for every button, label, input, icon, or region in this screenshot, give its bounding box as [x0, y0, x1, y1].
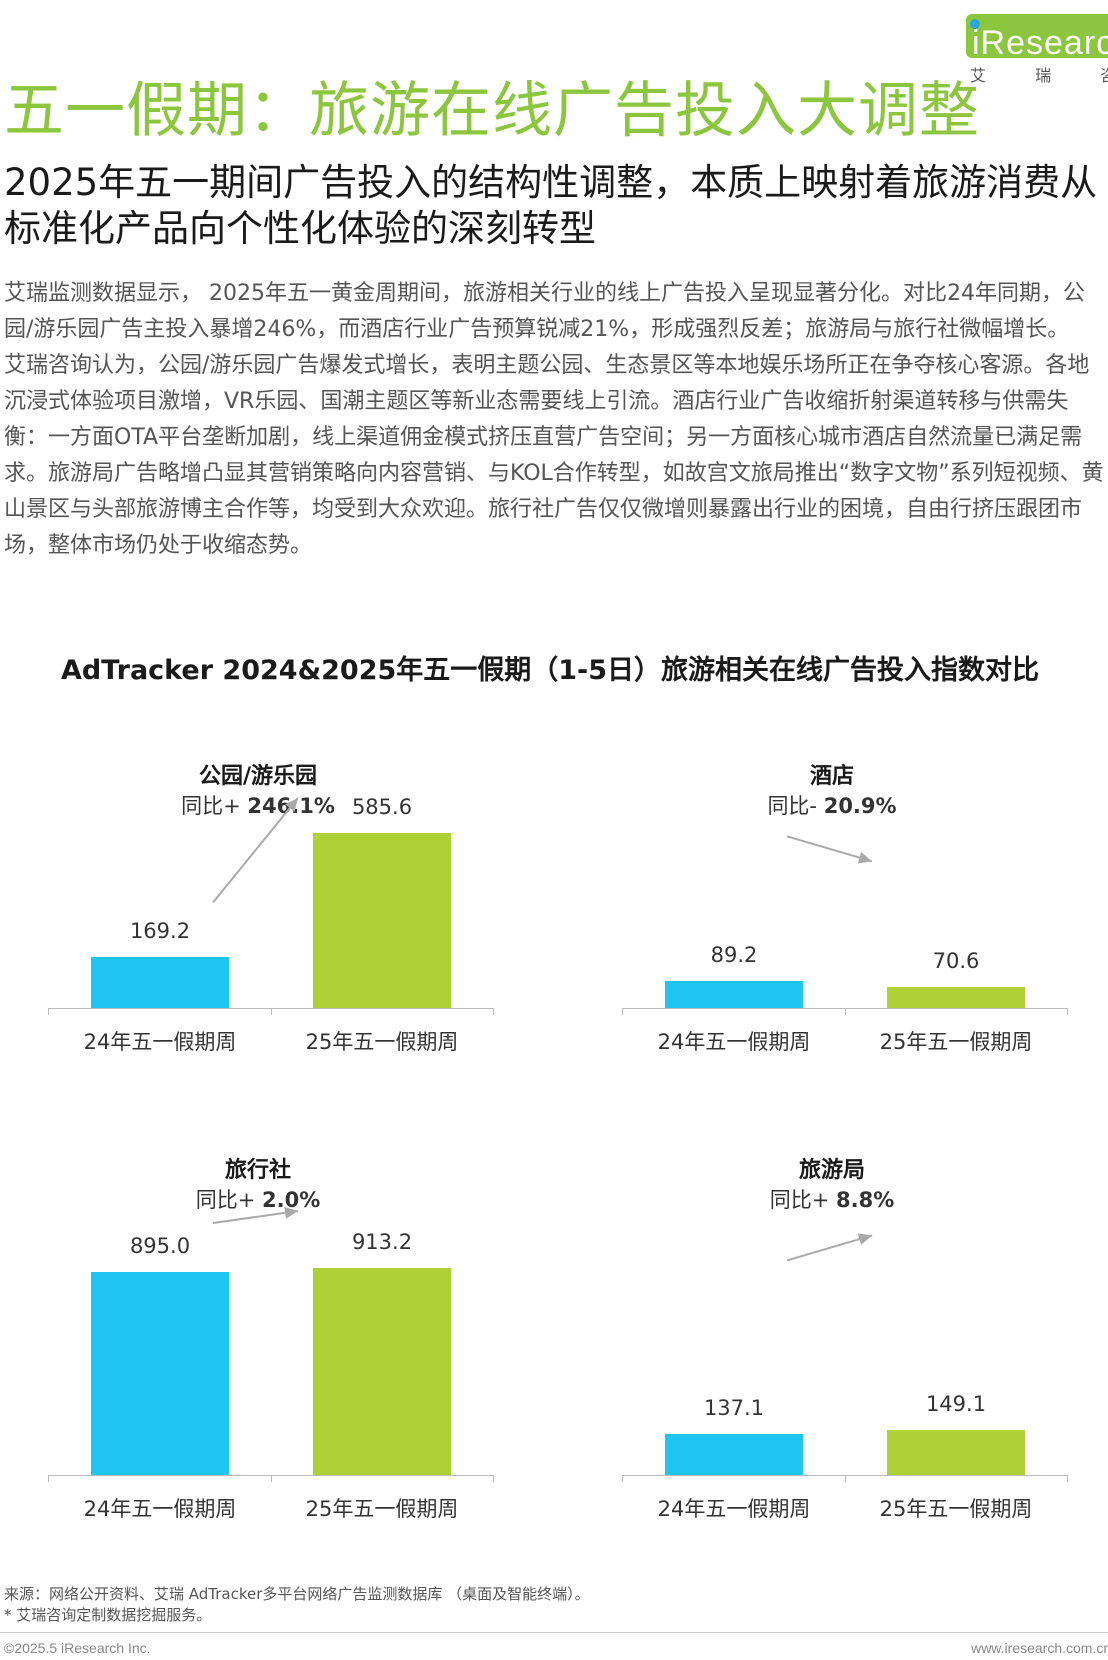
chart-series-title: 旅游局 — [798, 1158, 865, 1183]
source-note: 来源：网络公开资料、艾瑞 AdTracker多平台网络广告监测数据库 （桌面及智… — [4, 1584, 590, 1626]
x-tick-label: 24年五一假期周 — [83, 1497, 237, 1521]
axis-tick — [48, 1475, 49, 1482]
data-label: 89.2 — [710, 943, 758, 968]
page-title: 五一假期：旅游在线广告投入大调整 — [4, 76, 980, 146]
bar-2024 — [665, 1434, 803, 1475]
chart-series-title: 旅行社 — [224, 1158, 291, 1183]
x-tick-label: 25年五一假期周 — [879, 1497, 1033, 1521]
axis-tick — [1067, 1475, 1068, 1482]
axis-tick — [1067, 1008, 1068, 1015]
website-link[interactable]: www.iresearch.com.cr — [971, 1640, 1108, 1656]
chart-growth-label: 同比+ 2.0% — [58, 1184, 458, 1214]
trend-arrow-line — [786, 835, 873, 863]
x-tick-label: 24年五一假期周 — [83, 1030, 237, 1054]
logo-subtext: 艾 瑞 咨 — [970, 66, 1108, 85]
growth-value: 8.8% — [836, 1188, 895, 1212]
logo-text: iResearch — [972, 24, 1108, 62]
data-label: 137.1 — [703, 1396, 765, 1421]
trend-arrow-line — [786, 1234, 873, 1262]
growth-prefix: 同比+ — [195, 1188, 263, 1212]
trend-arrow-head — [857, 1233, 872, 1245]
bar-2024 — [91, 957, 229, 1008]
growth-prefix: 同比- — [767, 794, 824, 818]
bar-2025 — [887, 1430, 1025, 1475]
axis-tick — [270, 1475, 272, 1482]
data-label: 169.2 — [129, 919, 191, 944]
data-label: 585.6 — [351, 795, 413, 819]
growth-value: 2.0% — [262, 1188, 321, 1212]
data-label: 149.1 — [925, 1392, 987, 1417]
axis-tick — [48, 1008, 49, 1015]
iresearch-logo: iResearch 艾 瑞 咨 — [966, 6, 1108, 86]
bar-2025 — [313, 833, 451, 1008]
page-subtitle: 2025年五一期间广告投入的结构性调整，本质上映射着旅游消费从标准化产品向个性化… — [4, 161, 1098, 250]
data-label: 913.2 — [351, 1230, 413, 1254]
bar-2025 — [887, 986, 1025, 1008]
x-tick-label: 25年五一假期周 — [305, 1497, 459, 1521]
axis-tick — [622, 1008, 623, 1015]
logo-badge: iResearch — [966, 14, 1108, 62]
chart-growth-label: 同比- 20.9% — [632, 790, 1032, 820]
trend-arrow-head — [857, 851, 872, 864]
axis-tick — [270, 1008, 272, 1015]
footer-divider — [0, 1632, 1108, 1633]
axis-tick — [844, 1008, 846, 1015]
source-line-2: * 艾瑞咨询定制数据挖掘服务。 — [4, 1606, 212, 1624]
data-label: 70.6 — [932, 948, 980, 973]
bar-2025 — [313, 1268, 451, 1475]
growth-value: 20.9% — [823, 794, 897, 818]
chart-series-title: 公园/游乐园 — [198, 764, 318, 789]
source-line-1: 来源：网络公开资料、艾瑞 AdTracker多平台网络广告监测数据库 （桌面及智… — [4, 1585, 590, 1603]
growth-prefix: 同比+ — [769, 1188, 837, 1212]
x-tick-label: 25年五一假期周 — [305, 1030, 459, 1054]
x-tick-label: 24年五一假期周 — [657, 1497, 811, 1521]
axis-tick — [622, 1475, 623, 1482]
copyright: ©2025.5 iResearch Inc. — [4, 1640, 151, 1656]
bar-2024 — [665, 981, 803, 1008]
x-tick-label: 24年五一假期周 — [657, 1030, 811, 1054]
logo-dot-icon — [970, 19, 980, 29]
x-tick-label: 25年五一假期周 — [879, 1030, 1033, 1054]
data-label: 895.0 — [129, 1234, 191, 1259]
analysis-paragraph: 艾瑞监测数据显示， 2025年五一黄金周期间，旅游相关行业的线上广告投入呈现显著… — [4, 281, 1104, 558]
axis-tick — [844, 1475, 846, 1482]
axis-tick — [493, 1008, 494, 1015]
chart-title: AdTracker 2024&2025年五一假期（1-5日）旅游相关在线广告投入… — [60, 655, 1040, 686]
axis-tick — [493, 1475, 494, 1482]
growth-prefix: 同比+ — [181, 794, 248, 818]
bar-2024 — [91, 1272, 229, 1475]
chart-series-title: 酒店 — [809, 764, 854, 789]
chart-growth-label: 同比+ 8.8% — [632, 1184, 1032, 1214]
